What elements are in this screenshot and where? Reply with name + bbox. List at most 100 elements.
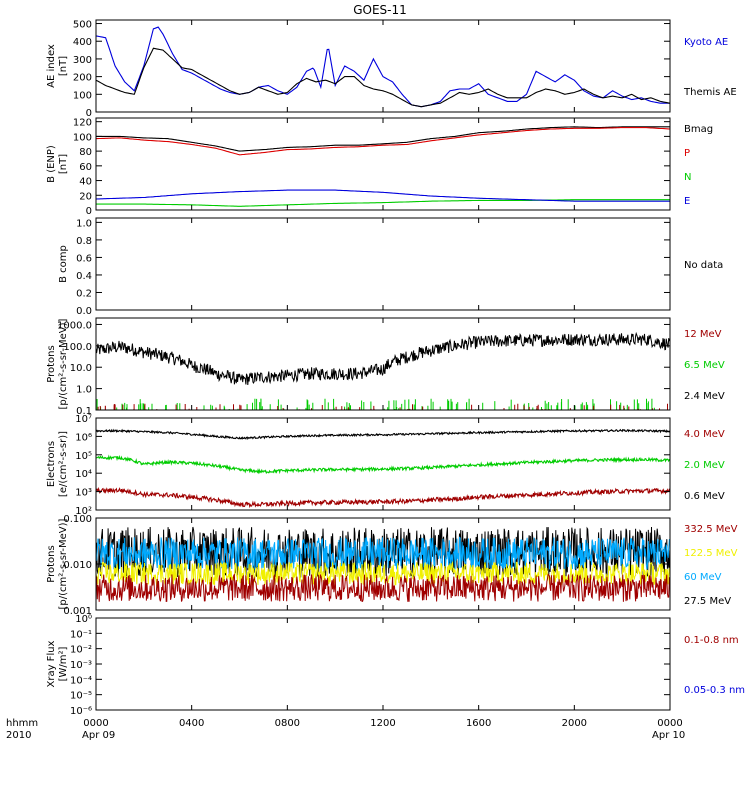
ytick-label: 10⁻³ (70, 660, 92, 671)
ytick-label: 10⁻⁵ (70, 691, 92, 702)
legend-entry: 12 MeV (684, 329, 722, 340)
legend-entry: 60 MeV (684, 572, 722, 583)
series-0-6-mev (96, 428, 670, 440)
panel-2-frame (95, 217, 671, 311)
panel-1-series (96, 126, 670, 207)
ytick-label: 300 (73, 55, 92, 66)
xtick-label: 1200 (370, 718, 395, 729)
ytick-label: 10³ (75, 488, 92, 499)
panel-1-frame (95, 117, 671, 211)
ytick-label: 10.0 (70, 363, 92, 374)
ytick-label: 0.010 (63, 560, 92, 571)
ytick-label: 0.001 (63, 606, 92, 617)
ylabel: Electrons (46, 441, 57, 487)
ytick-label: 0.8 (76, 236, 92, 247)
legend-entry: No data (684, 260, 723, 271)
ytick-label: 200 (73, 73, 92, 84)
ytick-label: 1000.0 (57, 320, 92, 331)
xtick-label: 0400 (179, 718, 204, 729)
legend-entry: 2.0 MeV (684, 460, 725, 471)
time-axis-start-date: Apr 09 (82, 730, 115, 741)
time-axis-end-date: Apr 10 (652, 730, 685, 741)
series-6-5-mev (96, 398, 655, 410)
xtick-label: 1600 (466, 718, 491, 729)
ytick-label: 10⁵ (75, 451, 92, 462)
series-bmag (96, 126, 670, 152)
time-axis-row1-label: hhmm (6, 718, 38, 729)
ytick-label: 100.0 (63, 342, 92, 353)
ytick-label: 0.0 (76, 306, 92, 317)
ytick-label: 100 (73, 132, 92, 143)
ytick-label: 120 (73, 118, 92, 129)
panel-6: 10⁰ 10⁻¹ 10⁻² 10⁻³ 10⁻⁴ 10⁻⁵ 10⁻⁶ Xray Flux [W/m… (46, 614, 745, 717)
time-axis-group: hhmm 2010 Apr 09 Apr 10 0000 0400 0800 1200… (6, 718, 685, 741)
series-n (96, 199, 670, 207)
ylabel: Protons (46, 345, 57, 382)
ylabel: B (ENP) (46, 145, 57, 183)
series-themis-ae (96, 47, 670, 108)
legend-entry: 0.1-0.8 nm (684, 635, 739, 646)
series-p (96, 127, 670, 156)
legend-entry: 332.5 MeV (684, 524, 738, 535)
panel-4: 10² 10³ 10⁴ 10⁵ 10⁶ 10⁷ Electrons [e/(cm²-s-sr)… (46, 414, 725, 517)
legend-entry: 6.5 MeV (684, 360, 725, 371)
ytick-label: 500 (73, 20, 92, 31)
ytick-label: 10⁻² (70, 645, 92, 656)
series-4-0-mev (96, 486, 670, 509)
xtick-label: 0800 (275, 718, 300, 729)
series-27-5-mev (96, 573, 670, 602)
ylabel: [nT] (58, 154, 69, 174)
ytick-label: 10⁴ (75, 469, 92, 480)
series-kyoto-ae (96, 26, 670, 108)
legend-entry: 2.4 MeV (684, 391, 725, 402)
ytick-label: 0.6 (76, 253, 92, 264)
legend-entry: 0.6 MeV (684, 491, 725, 502)
ylabel: Xray Flux (46, 640, 57, 687)
ylabel: [p/(cm²-s-sr-MeV)] (58, 318, 69, 409)
ytick-label: 0 (86, 206, 92, 217)
panel-0-series (96, 26, 670, 108)
panel-3: 0.1 1.0 10.0 100.0 1000.0 Protons [p/(cm²-s-sr… (46, 317, 725, 417)
ytick-label: 60 (79, 162, 92, 173)
panel-5: 0.001 0.010 0.100 Protons [p/(cm²-s-sr-MeV)]… (46, 514, 738, 617)
ytick-label: 0.100 (63, 514, 92, 525)
ytick-label: 0.1 (76, 406, 92, 417)
panel-6-frame (95, 617, 671, 711)
ytick-label: 20 (79, 191, 92, 202)
series-122-5-mev (96, 560, 670, 587)
ytick-label: 10⁶ (75, 432, 92, 443)
ylabel: [e/(cm²-s-sr)] (58, 431, 69, 497)
legend-entry: P (684, 148, 690, 159)
legend-entry: Kyoto AE (684, 37, 728, 48)
panel-4-series (96, 428, 670, 509)
xtick-label: 2000 (562, 718, 587, 729)
ylabel: [nT] (58, 56, 69, 76)
time-axis-row2-label: 2010 (6, 730, 31, 741)
ytick-label: 1.0 (76, 385, 92, 396)
ytick-label: 0.4 (76, 271, 92, 282)
ylabel: Protons (46, 545, 57, 582)
legend-entry: Themis AE (683, 87, 737, 98)
ylabel: AE index (46, 44, 57, 88)
legend-entry: 122.5 MeV (684, 548, 738, 559)
panel-2: 0.0 0.2 0.4 0.6 0.8 1.0 B comp No data (58, 217, 723, 317)
series-2-0-mev (96, 454, 670, 475)
plot-title: GOES-11 (353, 3, 407, 17)
ytick-label: 10⁻⁶ (70, 706, 92, 717)
legend-entry: 4.0 MeV (684, 429, 725, 440)
ylabel: [p/(cm²-s-sr-MeV)] (58, 518, 69, 609)
ylabel: B comp (58, 245, 69, 283)
series-e (96, 189, 670, 202)
legend-entry: 0.05-0.3 nm (684, 685, 745, 696)
panel-1: 0 20 40 60 80 100 120 B (ENP) [nT] Bmag P N E (46, 117, 713, 217)
ytick-label: 400 (73, 37, 92, 48)
ytick-label: 10⁻¹ (70, 629, 92, 640)
panel-0: 0 100 200 300 400 500 AE index [nT] Kyoto AE Them… (46, 19, 737, 119)
legend-entry: 27.5 MeV (684, 596, 731, 607)
xtick-label: 0000 (83, 718, 108, 729)
series-60-mev (96, 536, 670, 572)
ytick-label: 0 (86, 108, 92, 119)
